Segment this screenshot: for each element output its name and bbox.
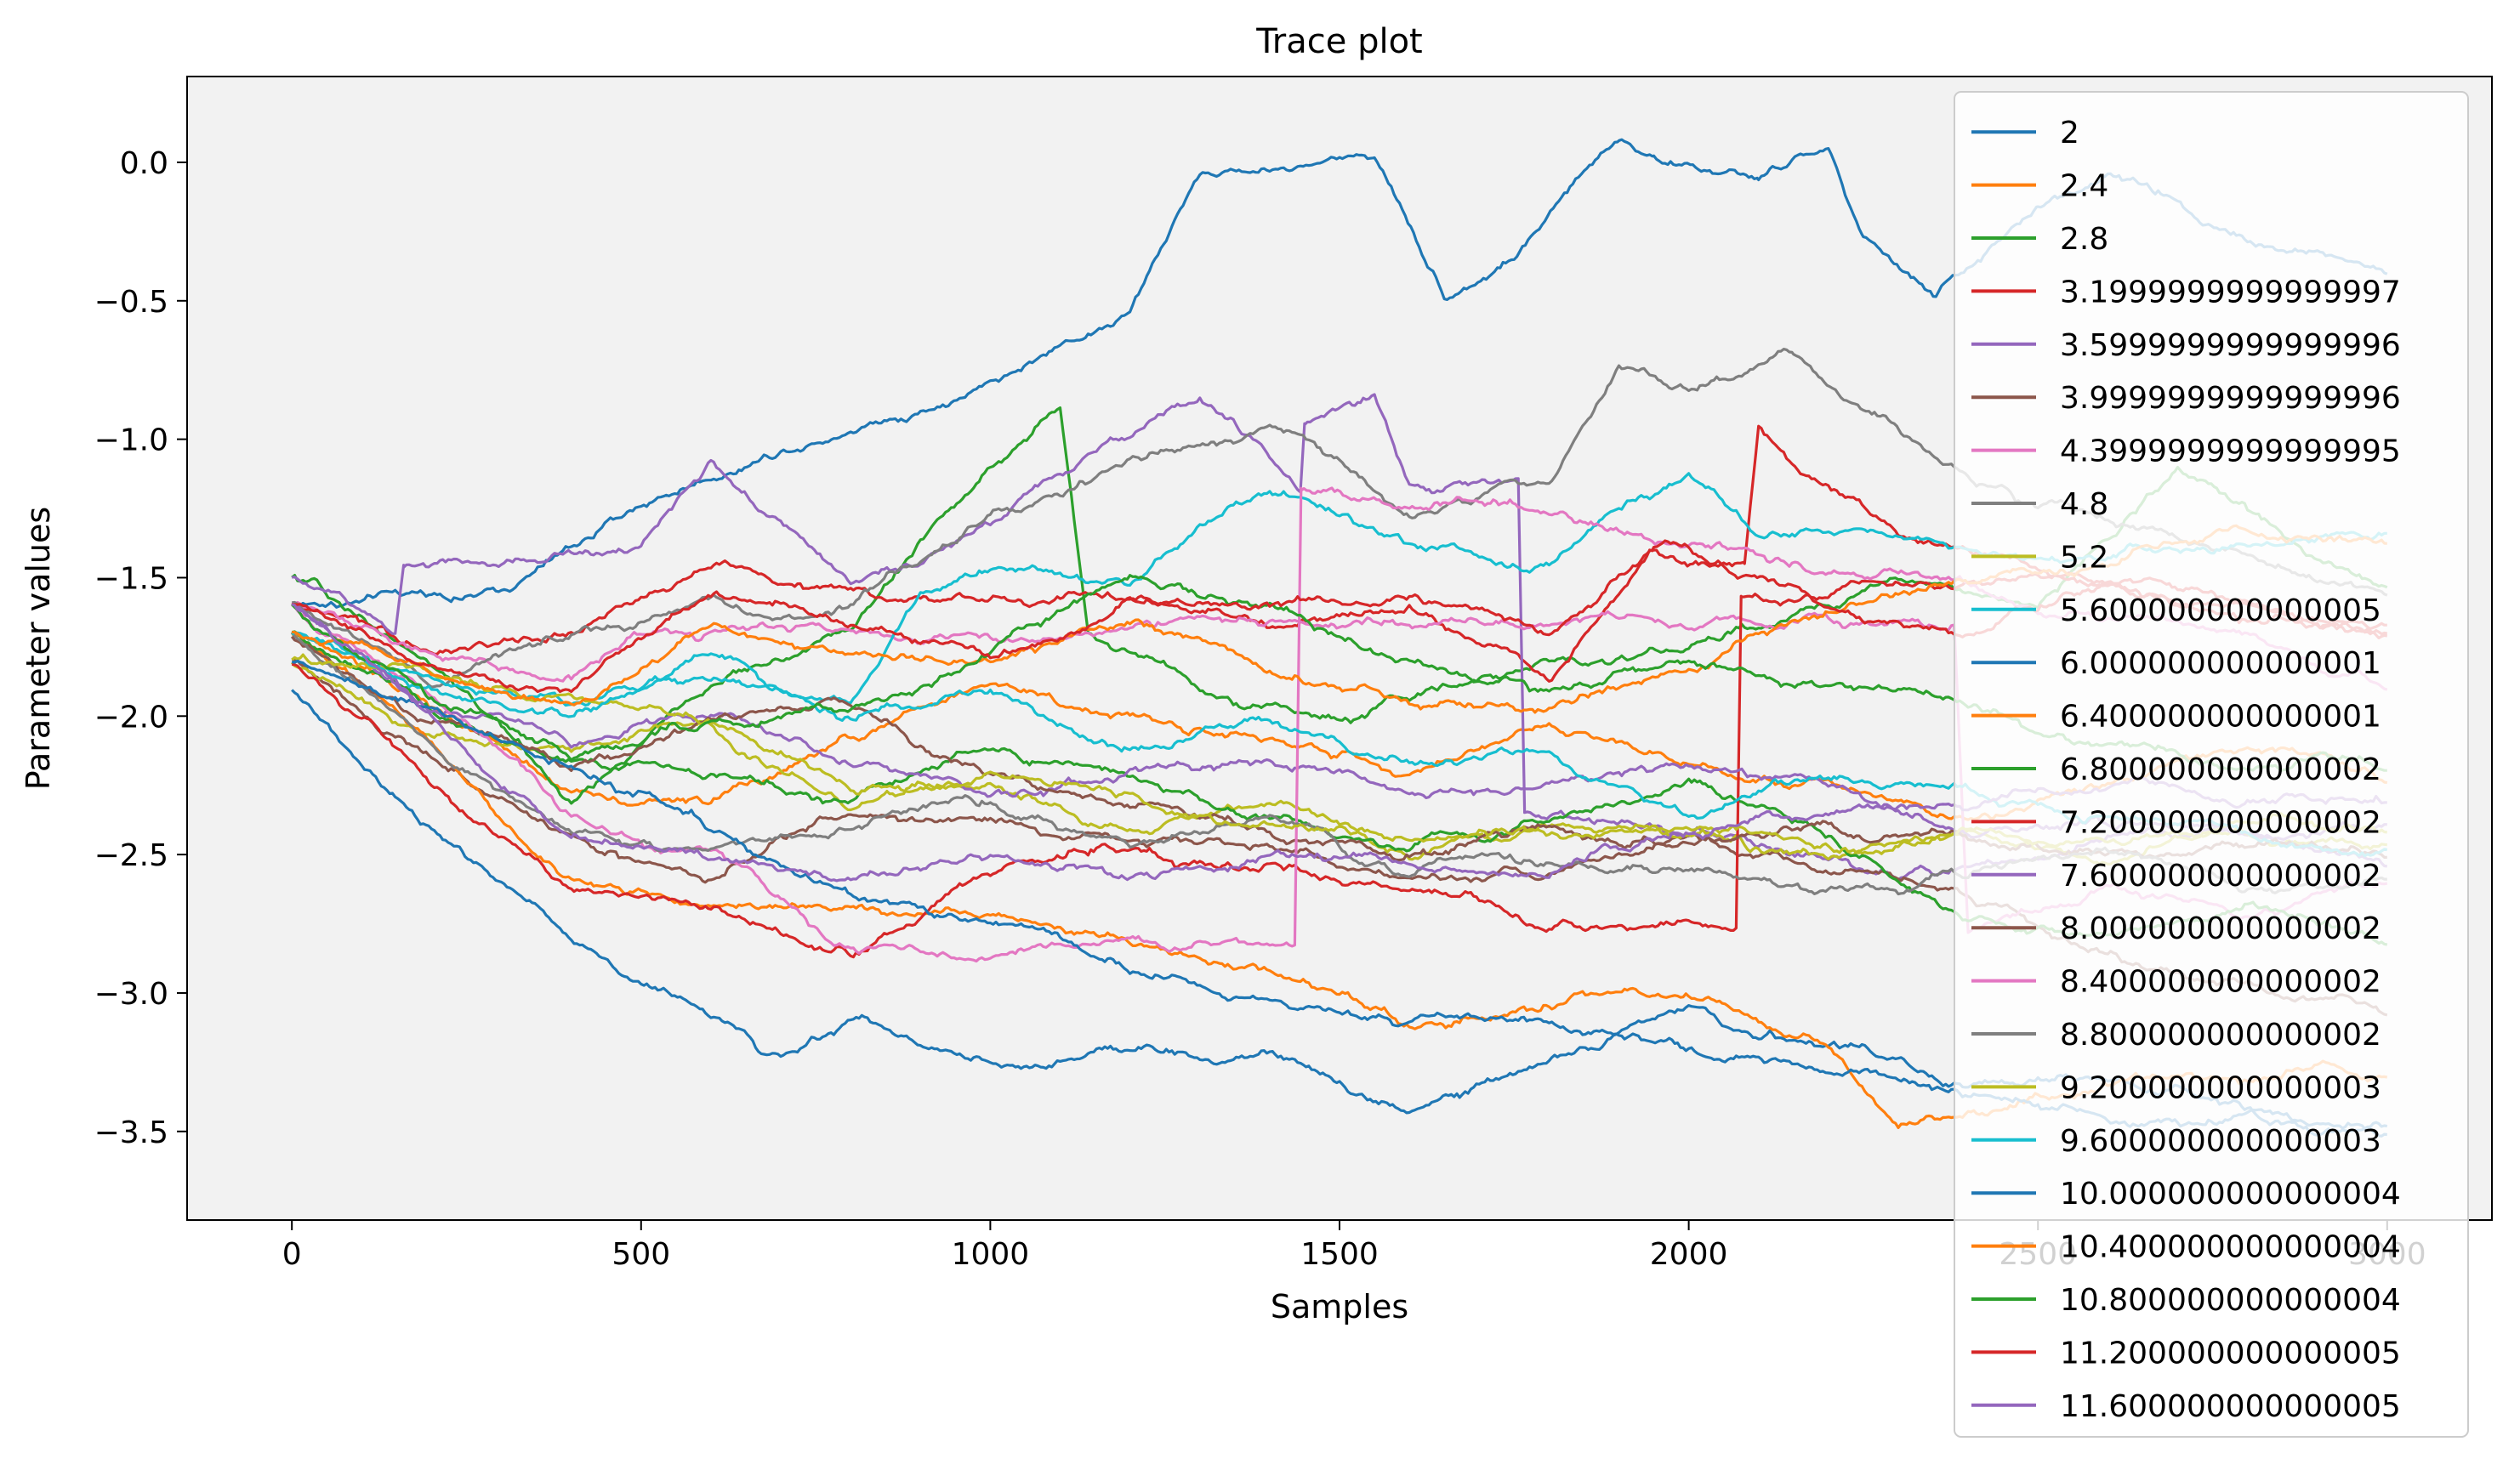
legend-entry-label: 2.4 <box>2060 169 2108 204</box>
y-tick-label: −1.0 <box>94 423 168 458</box>
y-tick-label: −3.5 <box>94 1115 168 1150</box>
legend-entry-label: 7.200000000000002 <box>2060 805 2381 840</box>
legend-entry-label: 2 <box>2060 116 2079 150</box>
legend-entry-label: 10.000000000000004 <box>2060 1177 2401 1212</box>
y-tick-label: −2.5 <box>94 838 168 873</box>
legend-entry-label: 8.000000000000002 <box>2060 911 2381 946</box>
chart-title: Trace plot <box>1255 22 1423 61</box>
legend-entry-label: 4.8 <box>2060 487 2108 522</box>
legend-entry-label: 8.400000000000002 <box>2060 965 2381 1000</box>
y-axis-label: Parameter values <box>20 507 57 790</box>
legend-entry-label: 2.8 <box>2060 222 2108 257</box>
legend-entry-label: 3.9999999999999996 <box>2060 381 2401 416</box>
legend-entry-label: 6.000000000000001 <box>2060 646 2381 681</box>
y-axis: 0.0 −0.5 −1.0 −1.5 −2.0 −2.5 −3.0 −3.5 <box>94 146 187 1150</box>
legend-entry-label: 6.400000000000001 <box>2060 700 2381 735</box>
x-tick-label: 1500 <box>1300 1237 1379 1272</box>
legend-entry-label: 11.600000000000005 <box>2060 1389 2401 1424</box>
legend-entry-label: 7.600000000000002 <box>2060 859 2381 894</box>
legend-entry-label: 11.200000000000005 <box>2060 1336 2401 1371</box>
y-tick-label: −1.5 <box>94 561 168 596</box>
x-axis-label: Samples <box>1271 1288 1408 1325</box>
legend-box <box>1954 91 2469 1438</box>
legend-entry-label: 4.3999999999999995 <box>2060 434 2401 469</box>
y-tick-label: −0.5 <box>94 285 168 320</box>
legend-entry-label: 10.800000000000004 <box>2060 1283 2401 1318</box>
legend-entry-label: 10.400000000000004 <box>2060 1230 2401 1265</box>
legend-entry-label: 9.600000000000003 <box>2060 1124 2381 1159</box>
y-tick-label: 0.0 <box>120 146 168 181</box>
y-tick-label: −2.0 <box>94 700 168 735</box>
legend: 2 2.4 2.8 3.1999999999999997 3.5999999999999… <box>1954 91 2469 1438</box>
legend-entry-label: 8.800000000000002 <box>2060 1018 2381 1053</box>
x-tick-label: 500 <box>612 1237 670 1272</box>
x-tick-label: 0 <box>282 1237 302 1272</box>
legend-entry-label: 5.600000000000005 <box>2060 593 2381 628</box>
legend-entry-label: 6.800000000000002 <box>2060 752 2381 787</box>
y-tick-label: −3.0 <box>94 977 168 1012</box>
x-tick-label: 1000 <box>952 1237 1030 1272</box>
x-tick-label: 2000 <box>1650 1237 1728 1272</box>
legend-entry-label: 3.5999999999999996 <box>2060 328 2401 363</box>
legend-entry-label: 5.2 <box>2060 540 2108 575</box>
legend-entry-label: 9.200000000000003 <box>2060 1070 2381 1105</box>
legend-entry-label: 3.1999999999999997 <box>2060 275 2401 309</box>
